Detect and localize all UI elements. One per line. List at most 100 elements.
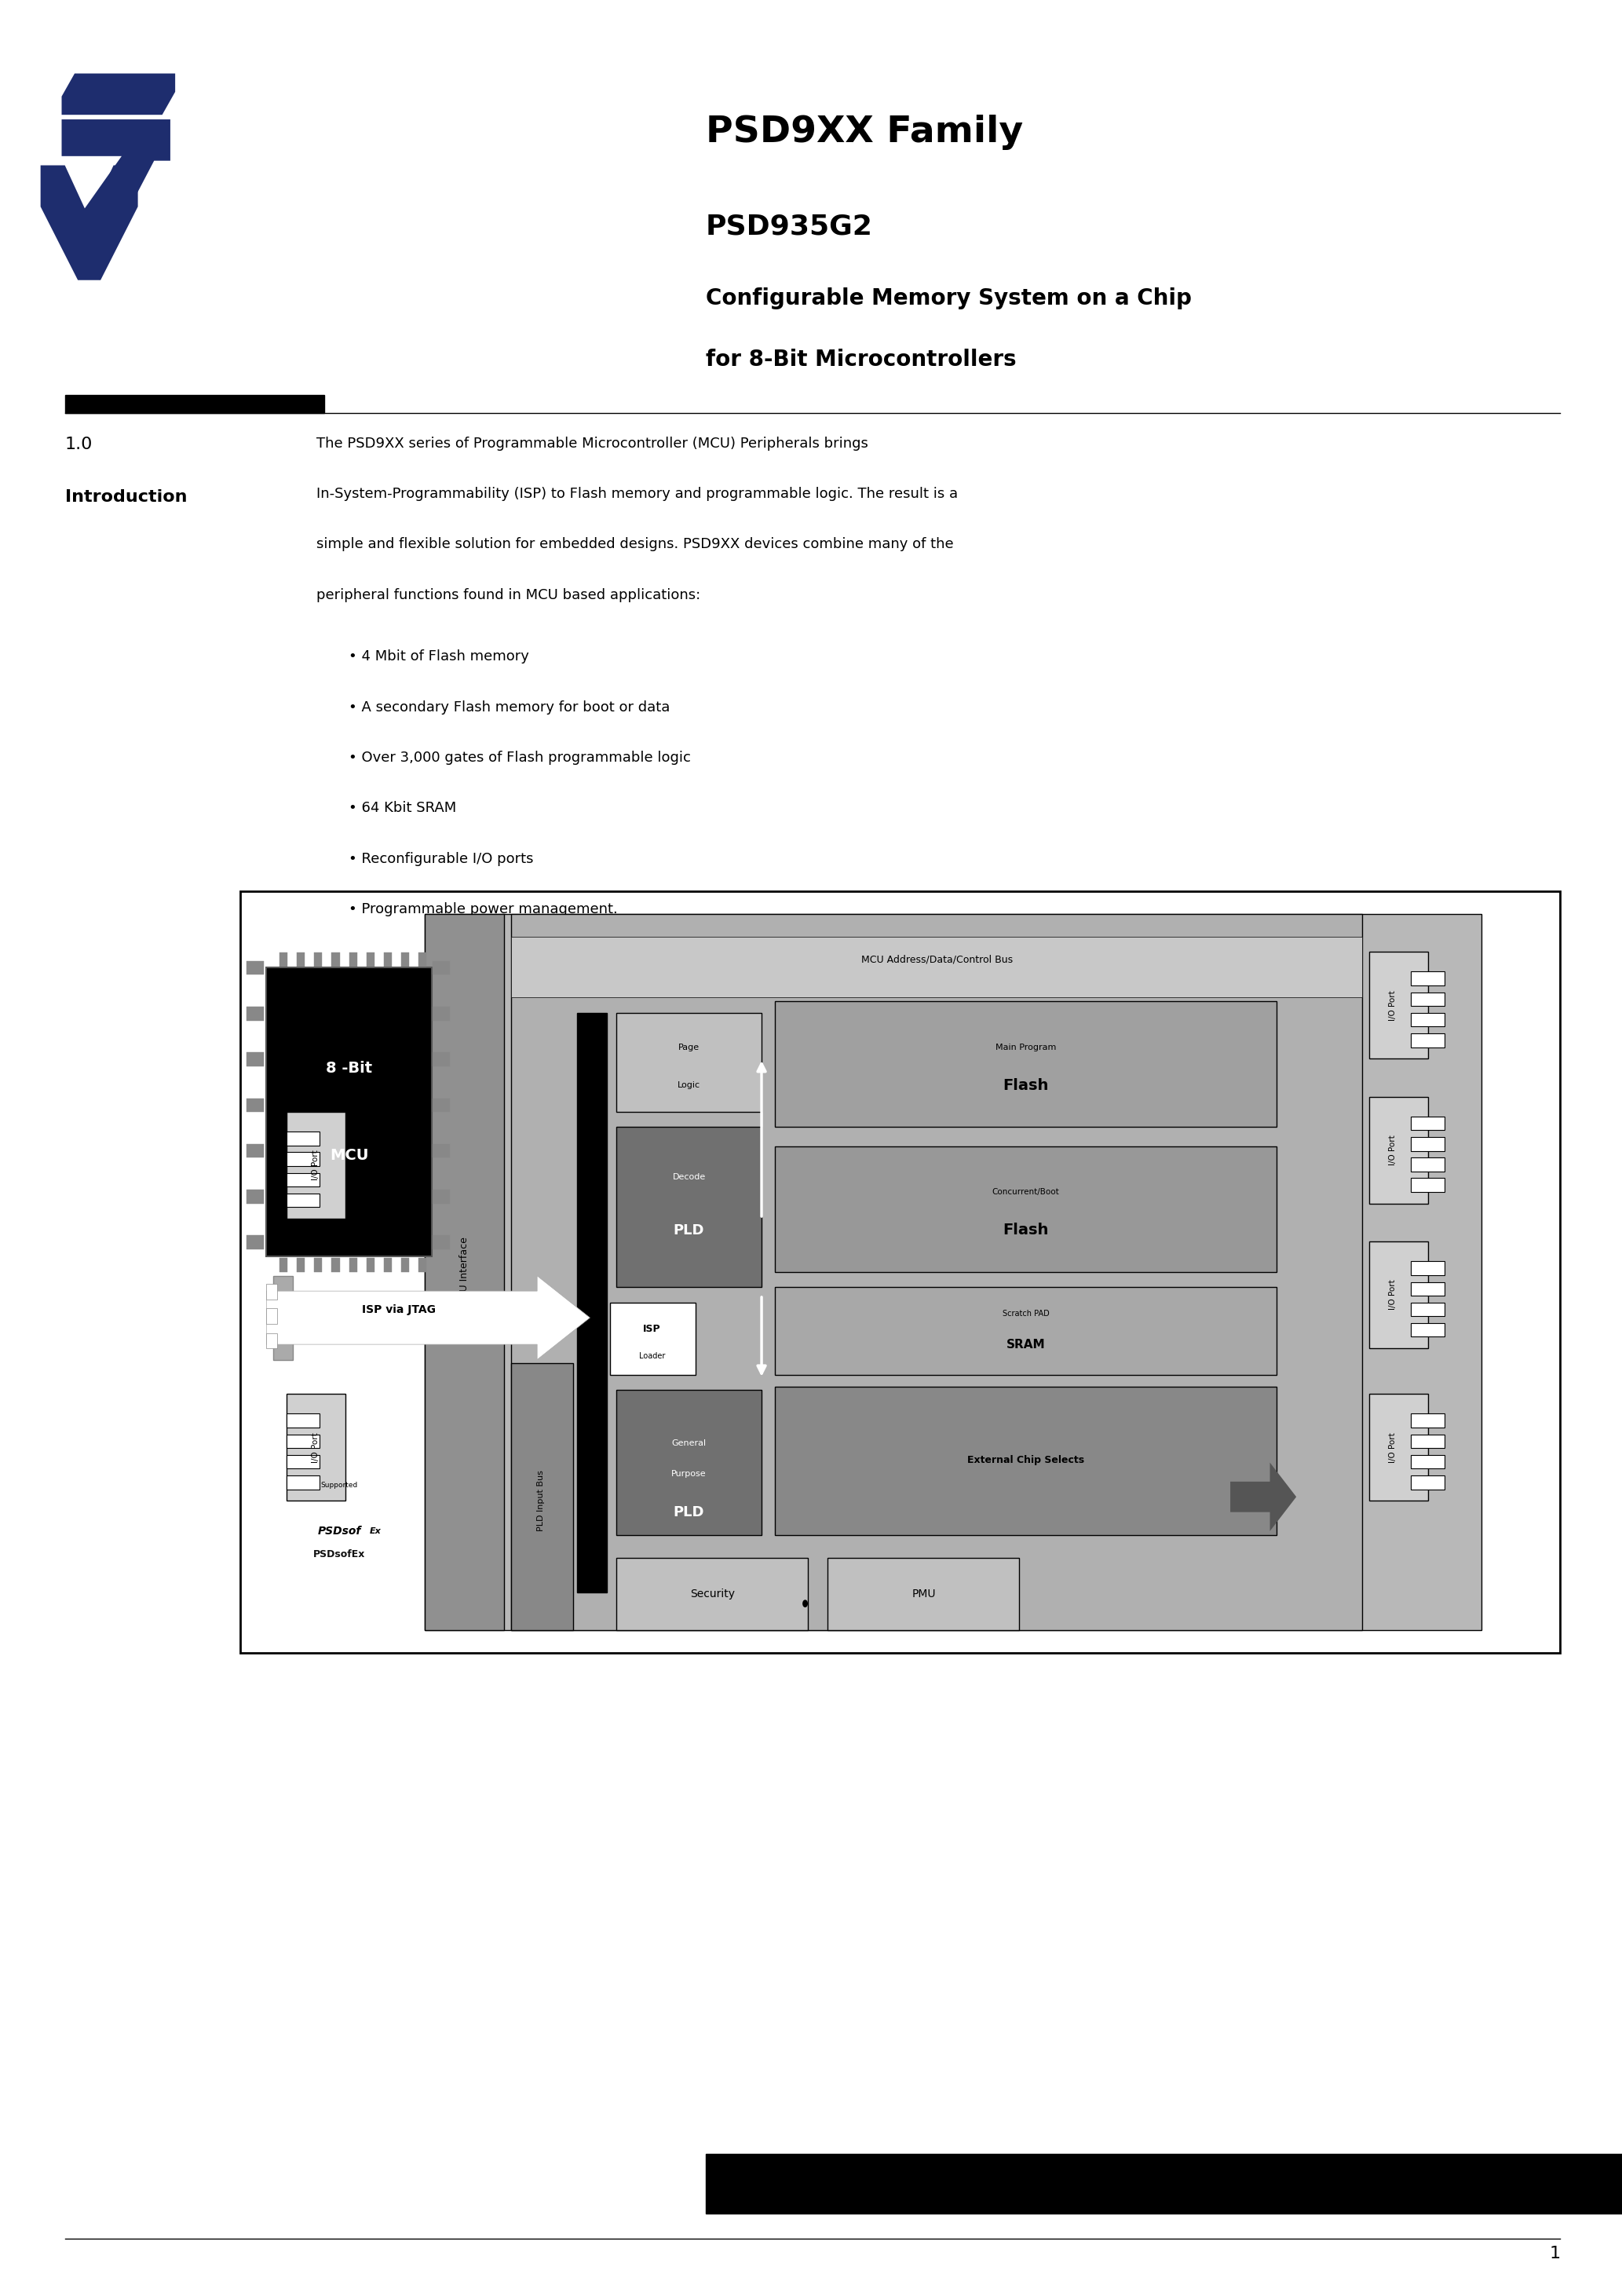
Bar bbox=[285, 1414, 320, 1428]
Bar bbox=[285, 1394, 345, 1502]
Text: Page: Page bbox=[678, 1042, 699, 1052]
Text: Purpose: Purpose bbox=[672, 1469, 707, 1479]
Text: Scratch PAD: Scratch PAD bbox=[1002, 1311, 1049, 1318]
Text: Configurable Memory System on a Chip: Configurable Memory System on a Chip bbox=[706, 287, 1192, 310]
Text: • Reconfigurable I/O ports: • Reconfigurable I/O ports bbox=[349, 852, 534, 866]
Text: Introduction: Introduction bbox=[65, 489, 187, 505]
Text: 1: 1 bbox=[1549, 2245, 1560, 2262]
Bar bbox=[610, 1302, 696, 1375]
Bar bbox=[1411, 1302, 1444, 1316]
Bar bbox=[240, 891, 1560, 1653]
Bar bbox=[266, 1283, 277, 1300]
Text: PLD: PLD bbox=[673, 1506, 704, 1520]
Text: Supported: Supported bbox=[321, 1481, 357, 1488]
Polygon shape bbox=[266, 1277, 590, 1359]
Bar bbox=[247, 1006, 264, 1019]
Bar bbox=[433, 1097, 449, 1111]
Bar bbox=[1411, 1116, 1444, 1130]
Bar bbox=[425, 914, 504, 1630]
Text: • 64 Kbit SRAM: • 64 Kbit SRAM bbox=[349, 801, 456, 815]
Bar bbox=[418, 1258, 427, 1272]
Bar bbox=[315, 953, 323, 967]
Bar bbox=[433, 962, 449, 976]
Bar bbox=[1411, 971, 1444, 985]
Bar bbox=[425, 914, 1481, 1630]
Bar bbox=[827, 1557, 1019, 1630]
Text: Concurrent/Boot: Concurrent/Boot bbox=[993, 1187, 1059, 1196]
Bar bbox=[1411, 1435, 1444, 1449]
Text: I/O Port: I/O Port bbox=[1388, 1134, 1397, 1166]
Bar bbox=[279, 953, 287, 967]
Text: 1.0: 1.0 bbox=[65, 436, 92, 452]
Text: I/O Port: I/O Port bbox=[1388, 1433, 1397, 1463]
Bar bbox=[285, 1456, 320, 1469]
Bar bbox=[616, 1557, 808, 1630]
Polygon shape bbox=[62, 119, 170, 276]
Bar bbox=[367, 953, 375, 967]
Bar bbox=[297, 1258, 305, 1272]
Bar bbox=[775, 1146, 1277, 1272]
Text: for 8-Bit Microcontrollers: for 8-Bit Microcontrollers bbox=[706, 349, 1015, 372]
Text: Security: Security bbox=[691, 1589, 735, 1598]
Bar bbox=[577, 1013, 607, 1591]
Text: PMU: PMU bbox=[912, 1589, 936, 1598]
Bar bbox=[247, 1235, 264, 1249]
Bar bbox=[266, 1309, 277, 1325]
Bar bbox=[247, 1143, 264, 1157]
Bar bbox=[433, 1189, 449, 1203]
Text: • Over 3,000 gates of Flash programmable logic: • Over 3,000 gates of Flash programmable… bbox=[349, 751, 691, 765]
Bar bbox=[511, 937, 1362, 996]
Bar bbox=[616, 1389, 762, 1536]
Text: I/O Port: I/O Port bbox=[311, 1433, 320, 1463]
Text: In-System-Programmability (ISP) to Flash memory and programmable logic. The resu: In-System-Programmability (ISP) to Flash… bbox=[316, 487, 959, 501]
Bar bbox=[1411, 1281, 1444, 1295]
Text: SRAM: SRAM bbox=[1006, 1339, 1045, 1350]
Text: 8 -Bit: 8 -Bit bbox=[326, 1061, 371, 1077]
Bar bbox=[384, 953, 391, 967]
Bar bbox=[401, 1258, 409, 1272]
Bar bbox=[247, 962, 264, 976]
Bar bbox=[1411, 1261, 1444, 1274]
Bar bbox=[511, 914, 1362, 1630]
Text: PSDsof: PSDsof bbox=[318, 1525, 360, 1536]
Bar bbox=[775, 1001, 1277, 1127]
Bar bbox=[266, 1334, 277, 1348]
Text: MCU Address/Data/Control Bus: MCU Address/Data/Control Bus bbox=[861, 955, 1014, 964]
Bar bbox=[1369, 1242, 1429, 1348]
Bar bbox=[1411, 1033, 1444, 1047]
Bar bbox=[616, 1013, 762, 1111]
Bar bbox=[349, 1258, 357, 1272]
Bar bbox=[285, 1476, 320, 1490]
Text: PSD9XX Family: PSD9XX Family bbox=[706, 115, 1023, 149]
Text: PSDsofEx: PSDsofEx bbox=[313, 1550, 365, 1559]
Bar bbox=[775, 1288, 1277, 1375]
Bar bbox=[401, 953, 409, 967]
Bar bbox=[247, 1097, 264, 1111]
Bar bbox=[433, 1006, 449, 1019]
Bar bbox=[1411, 1476, 1444, 1490]
Polygon shape bbox=[41, 165, 138, 280]
Bar bbox=[331, 953, 339, 967]
Bar bbox=[285, 1173, 320, 1187]
Polygon shape bbox=[1229, 1463, 1296, 1531]
Bar bbox=[1411, 1013, 1444, 1026]
Bar bbox=[433, 1235, 449, 1249]
Bar bbox=[433, 1143, 449, 1157]
Text: ISP via JTAG: ISP via JTAG bbox=[362, 1304, 435, 1316]
Text: I/O Port: I/O Port bbox=[1388, 990, 1397, 1019]
Bar bbox=[1411, 1414, 1444, 1428]
Bar bbox=[1411, 1137, 1444, 1150]
Bar bbox=[297, 953, 305, 967]
Bar bbox=[1411, 1157, 1444, 1171]
Text: peripheral functions found in MCU based applications:: peripheral functions found in MCU based … bbox=[316, 588, 701, 602]
Text: The PSD9XX series of Programmable Microcontroller (MCU) Peripherals brings: The PSD9XX series of Programmable Microc… bbox=[316, 436, 868, 450]
Text: Loader: Loader bbox=[639, 1352, 665, 1359]
Text: Main Program: Main Program bbox=[996, 1042, 1056, 1052]
Text: Ex: Ex bbox=[370, 1527, 381, 1536]
Bar bbox=[1411, 1456, 1444, 1469]
Bar bbox=[1411, 1322, 1444, 1336]
Bar bbox=[616, 1127, 762, 1288]
Bar bbox=[285, 1435, 320, 1449]
Polygon shape bbox=[62, 73, 175, 115]
Bar bbox=[1369, 1394, 1429, 1502]
